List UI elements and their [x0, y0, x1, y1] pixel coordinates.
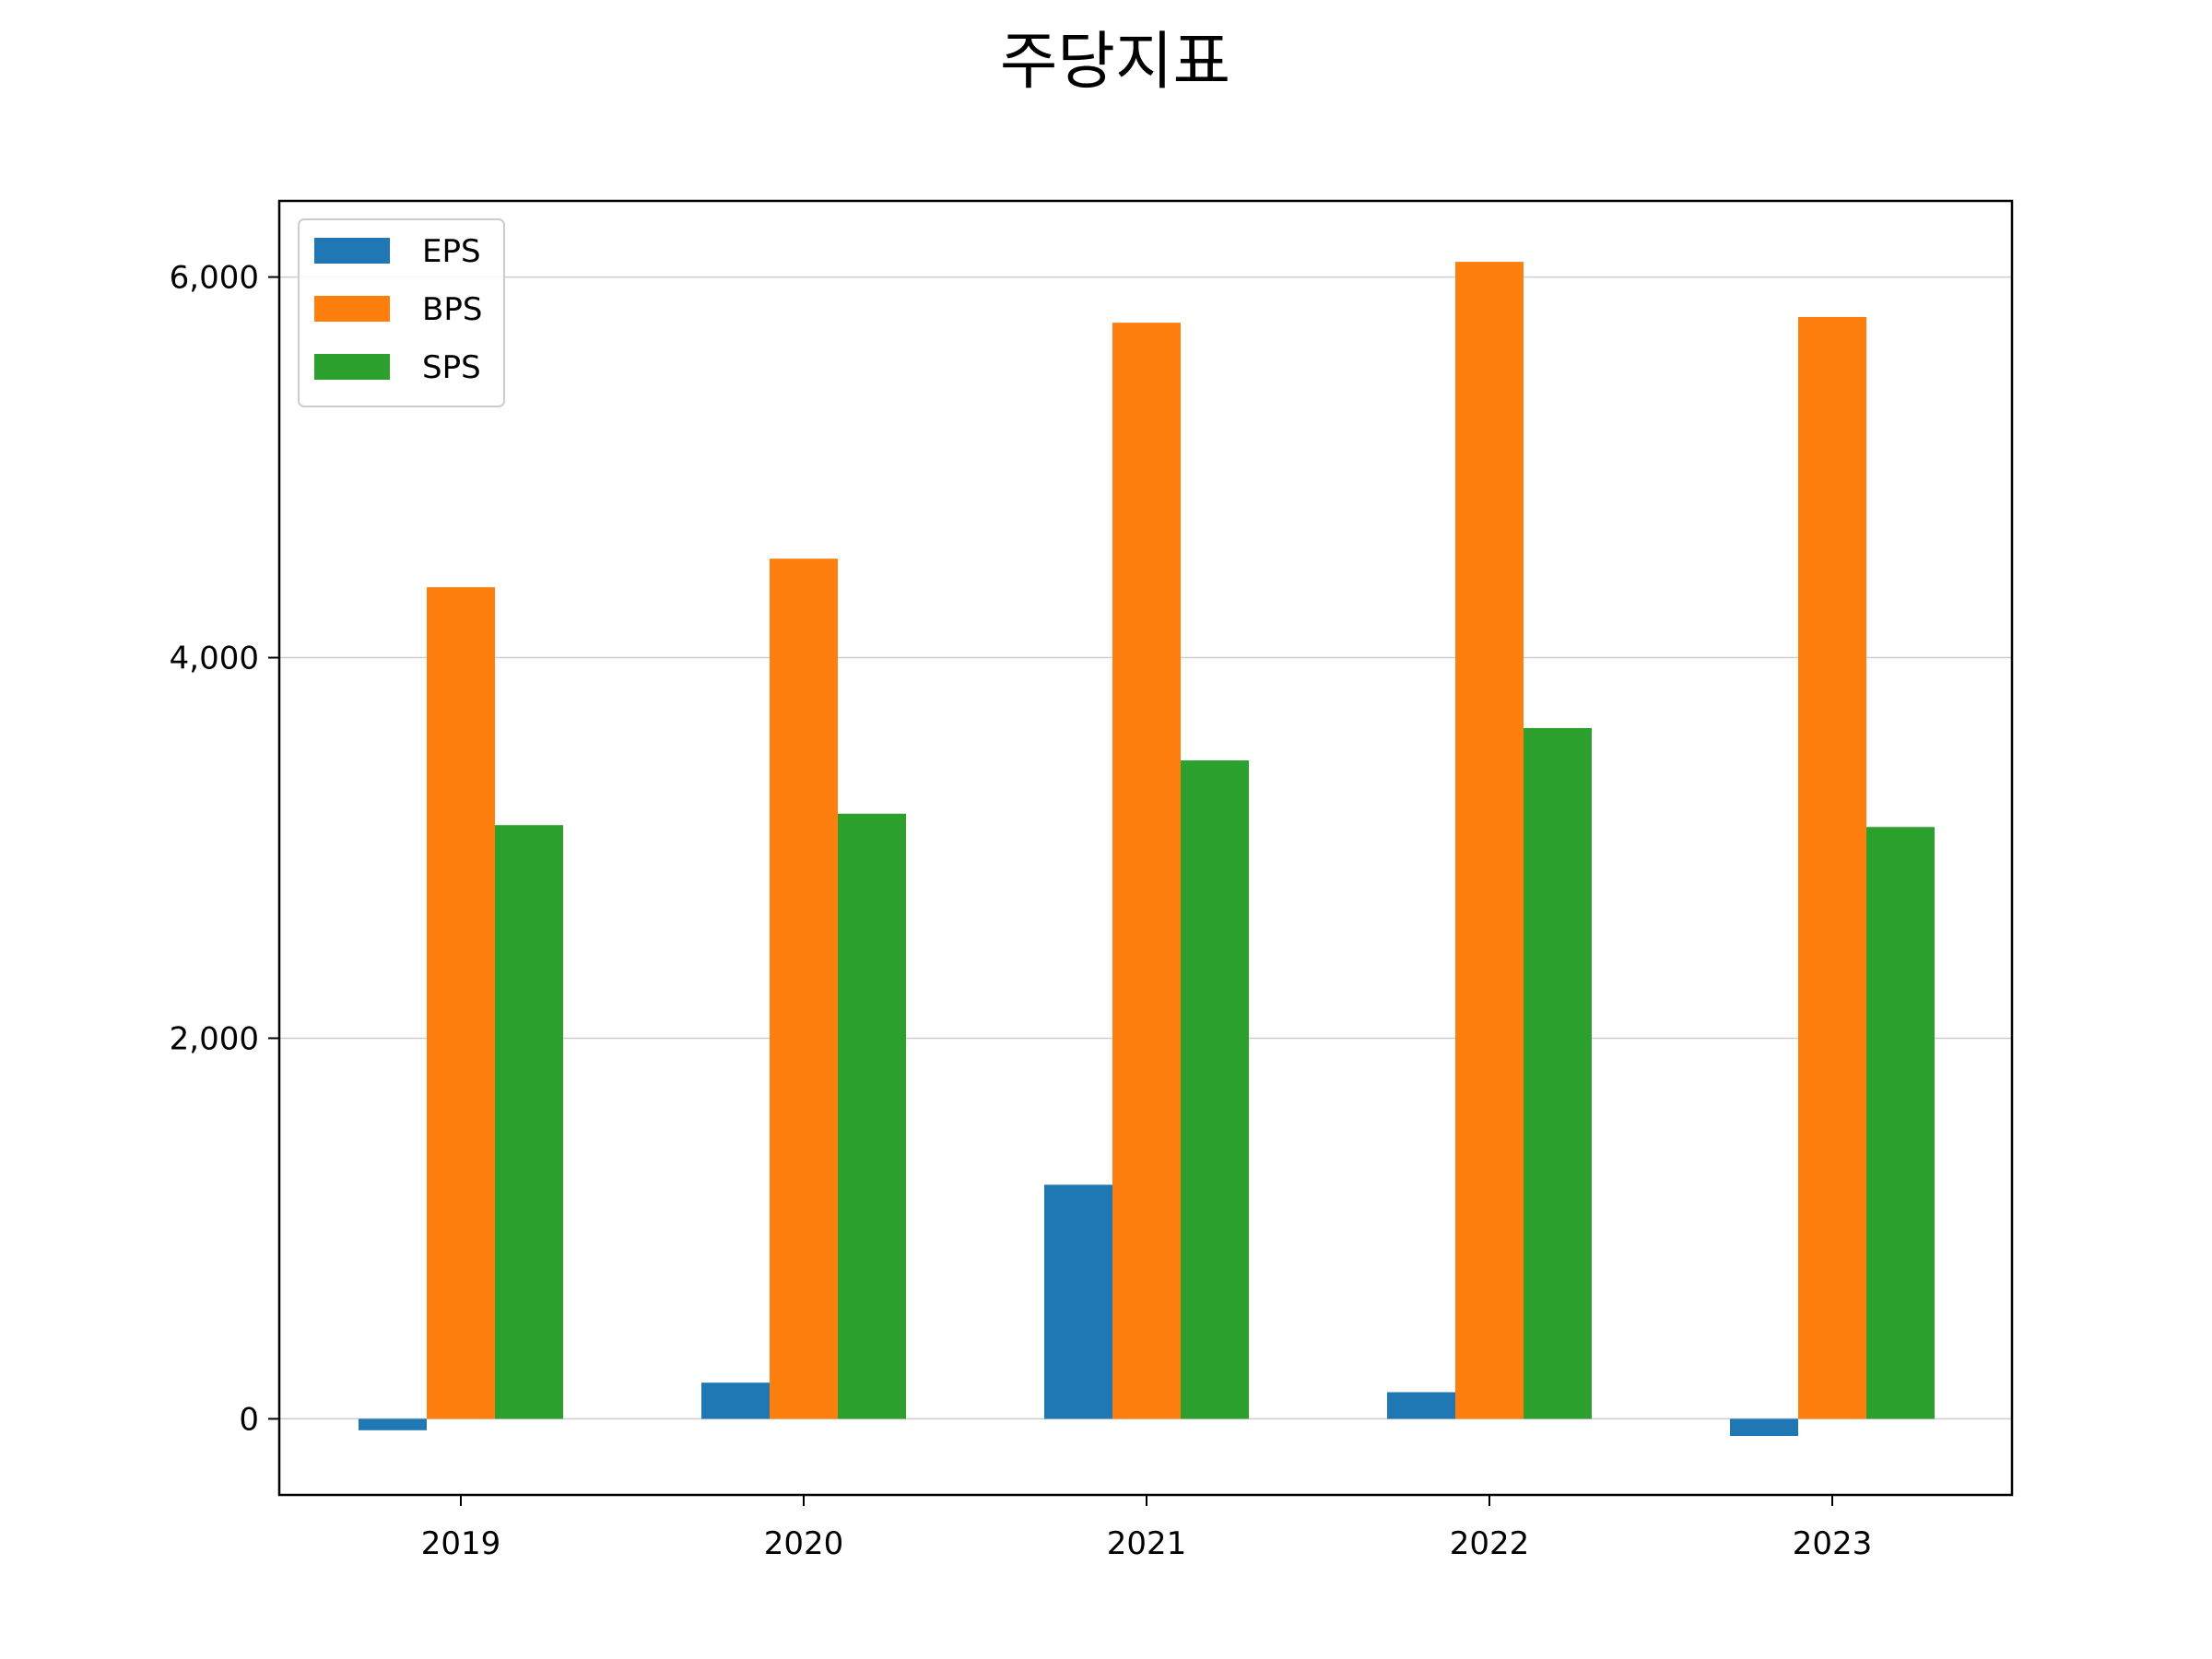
legend-label-bps: BPS — [422, 291, 482, 328]
bar-bps-2023 — [1798, 316, 1866, 1419]
y-tick-label: 2,000 — [170, 1020, 259, 1057]
x-tick-label: 2022 — [1450, 1525, 1530, 1562]
x-tick-label: 2020 — [764, 1525, 844, 1562]
bar-bps-2020 — [770, 559, 838, 1419]
x-tick-label: 2021 — [1107, 1525, 1187, 1562]
x-tick-label: 2023 — [1793, 1525, 1873, 1562]
bar-sps-2022 — [1524, 727, 1592, 1419]
y-tick-label: 4,000 — [170, 641, 259, 677]
legend-label-eps: EPS — [422, 233, 481, 270]
legend-swatch-eps — [314, 238, 390, 264]
chart-title: 주당지표 — [1000, 26, 1230, 99]
bars — [359, 262, 1935, 1436]
bar-eps-2022 — [1387, 1392, 1455, 1419]
bar-eps-2021 — [1044, 1184, 1112, 1419]
bar-sps-2020 — [838, 813, 906, 1419]
legend-swatch-bps — [314, 296, 390, 322]
bar-sps-2019 — [495, 825, 563, 1419]
bar-eps-2023 — [1730, 1418, 1798, 1436]
axis-ticks: 0 2,000 4,000 6,000 2019 2020 2021 2022 2023 — [170, 260, 1873, 1562]
legend: EPS BPS SPS — [298, 218, 505, 407]
y-tick-label: 6,000 — [170, 260, 259, 297]
bar-eps-2020 — [701, 1382, 770, 1419]
legend-label-sps: SPS — [422, 349, 481, 386]
x-tick-label: 2019 — [421, 1525, 501, 1562]
legend-swatch-sps — [314, 354, 390, 380]
bar-bps-2022 — [1455, 262, 1524, 1419]
bar-bps-2019 — [427, 587, 495, 1419]
y-tick-label: 0 — [239, 1401, 259, 1438]
bar-sps-2023 — [1866, 827, 1935, 1419]
bar-bps-2021 — [1112, 323, 1181, 1419]
bar-sps-2021 — [1181, 760, 1249, 1419]
bar-eps-2019 — [359, 1418, 427, 1430]
